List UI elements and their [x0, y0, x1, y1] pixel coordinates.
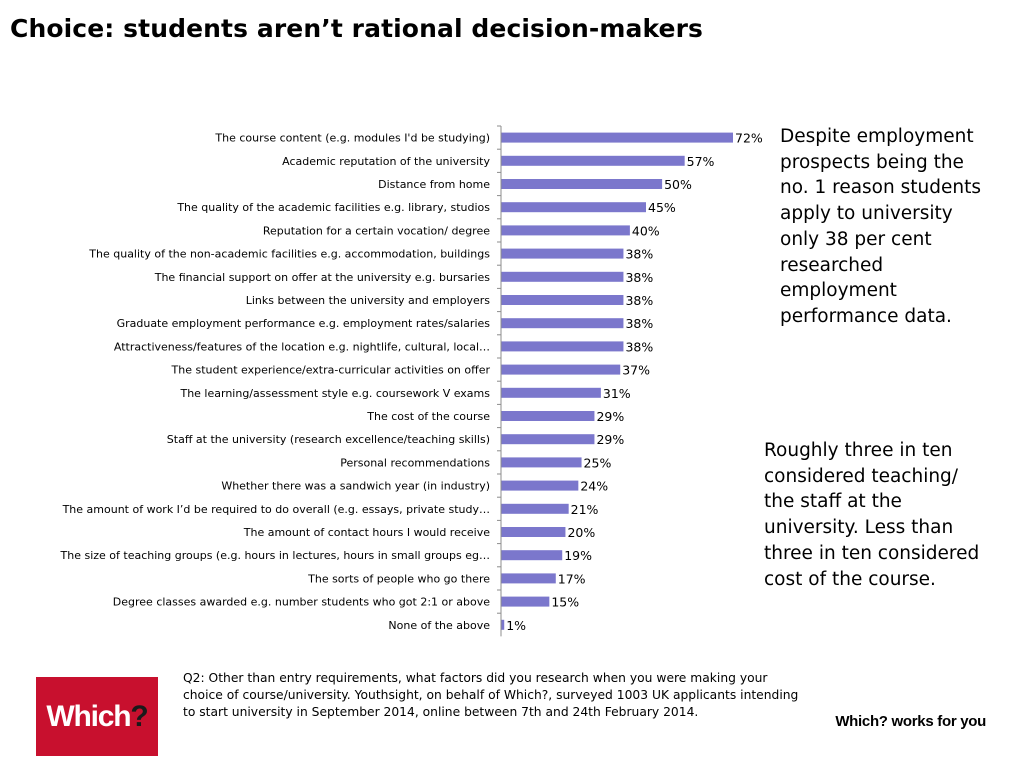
- logo-mark: ?: [130, 699, 148, 733]
- category-label: The size of teaching groups (e.g. hours …: [60, 549, 490, 562]
- value-label: 17%: [558, 571, 586, 586]
- value-label: 38%: [625, 270, 653, 285]
- category-label: Distance from home: [378, 178, 490, 191]
- category-label: The amount of contact hours I would rece…: [243, 526, 490, 539]
- value-label: 72%: [735, 131, 763, 146]
- value-label: 20%: [567, 525, 595, 540]
- bar: [501, 132, 733, 143]
- value-label: 38%: [625, 339, 653, 354]
- logo-word: Which: [46, 699, 131, 733]
- category-label: The quality of the academic facilities e…: [176, 201, 490, 214]
- value-label: 57%: [687, 154, 715, 169]
- category-label: Reputation for a certain vocation/ degre…: [263, 224, 490, 237]
- category-label: The course content (e.g. modules I'd be …: [214, 132, 490, 145]
- value-label: 15%: [551, 595, 579, 610]
- value-label: 29%: [596, 432, 624, 447]
- category-label: The sorts of people who go there: [307, 572, 490, 585]
- bar: [501, 295, 624, 305]
- page-title: Choice: students aren’t rational decisio…: [10, 14, 703, 43]
- category-label: Degree classes awarded e.g. number stude…: [113, 596, 490, 609]
- bar: [501, 225, 630, 236]
- value-label: 38%: [625, 293, 653, 308]
- bar: [501, 503, 569, 514]
- bar: [501, 341, 624, 352]
- bar: [501, 411, 595, 421]
- category-label: The amount of work I’d be required to do…: [62, 503, 490, 516]
- category-label: The financial support on offer at the un…: [154, 271, 491, 284]
- bar: [501, 573, 556, 584]
- bar: [501, 596, 550, 607]
- bar: [501, 155, 685, 166]
- value-label: 45%: [648, 200, 676, 215]
- category-label: The learning/assessment style e.g. cours…: [179, 387, 490, 400]
- value-label: 38%: [625, 316, 653, 331]
- which-logo: Which?: [36, 677, 158, 756]
- survey-footnote: Q2: Other than entry requirements, what …: [183, 671, 799, 719]
- value-label: 38%: [625, 247, 653, 262]
- value-label: 31%: [603, 386, 631, 401]
- bar: [501, 271, 624, 282]
- bar: [501, 550, 563, 561]
- value-label: 40%: [632, 223, 660, 238]
- category-label: Personal recommendations: [340, 456, 490, 469]
- bar: [501, 364, 621, 375]
- value-label: 50%: [664, 177, 692, 192]
- bar: [501, 248, 624, 259]
- value-label: 19%: [564, 548, 592, 563]
- category-label: None of the above: [388, 619, 490, 632]
- bar: [501, 619, 505, 630]
- category-label: Graduate employment performance e.g. emp…: [117, 317, 491, 330]
- value-label: 21%: [571, 502, 599, 517]
- category-label: Links between the university and employe…: [246, 294, 491, 307]
- value-label: 29%: [596, 409, 624, 424]
- category-label: The cost of the course: [366, 410, 490, 423]
- category-label: The quality of the non-academic faciliti…: [88, 248, 490, 261]
- callout-employment: Despite employment prospects being the n…: [780, 126, 981, 327]
- bar: [501, 480, 579, 491]
- value-label: 1%: [506, 618, 526, 633]
- value-label: 37%: [622, 363, 650, 378]
- bar: [501, 202, 646, 213]
- category-label: The student experience/extra-curricular …: [171, 364, 491, 377]
- value-label: 24%: [580, 479, 608, 494]
- callout-teaching-cost: Roughly three in ten considered teaching…: [764, 440, 980, 590]
- category-label: Attractiveness/features of the location …: [114, 340, 490, 353]
- bar: [501, 318, 624, 329]
- tagline: Which? works for you: [835, 713, 986, 730]
- category-label: Whether there was a sandwich year (in in…: [221, 480, 490, 493]
- bar: [501, 457, 582, 468]
- bar: [501, 527, 566, 537]
- bar: [501, 387, 601, 398]
- bar: [501, 434, 595, 445]
- category-label: Academic reputation of the university: [282, 155, 490, 168]
- bar: [501, 179, 663, 189]
- value-label: 25%: [584, 455, 612, 470]
- category-label: Staff at the university (research excell…: [167, 433, 490, 446]
